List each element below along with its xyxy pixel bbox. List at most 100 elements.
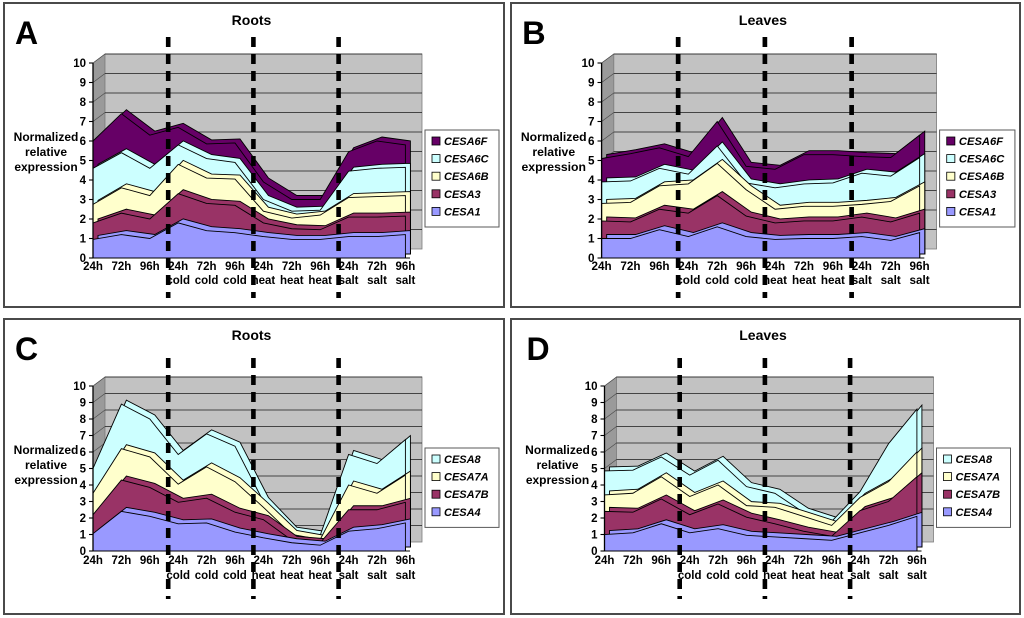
legend-label: CESA6C [959,154,1005,166]
y-axis-title: relative [532,145,575,159]
legend-swatch-CESA4 [431,507,441,517]
y-tick-label: 5 [80,156,87,168]
group-label: salt [879,570,899,582]
group-label: salt [910,274,930,287]
legend-swatch-CESA8 [943,454,952,464]
legend-label: CESA6F [959,136,1003,148]
x-tick-label: 96h [395,555,415,567]
x-tick-label: 96h [310,555,330,567]
y-tick-label: 1 [80,530,87,542]
area-CESA4 [604,515,918,552]
group-label: cold [705,274,729,287]
area-CESA1 [601,226,921,259]
x-tick-label: 24h [168,261,188,273]
group-label: cold [676,274,700,287]
y-tick-label: 9 [588,77,595,90]
group-label: heat [252,275,276,287]
side-wall-gridline [92,409,106,420]
x-tick-label: 96h [395,261,415,273]
y-tick-label: 9 [80,78,86,90]
group-label: cold [734,274,758,287]
side-wall-gridline [604,459,617,469]
y-axis-title: Normalized [521,130,587,144]
legend-swatch-CESA4 [943,507,952,517]
group-label: cold [195,570,219,582]
group-label: salt [367,275,387,287]
y-tick-label: 10 [585,381,598,393]
y-tick-label: 0 [588,252,595,265]
legend-label: CESA6B [959,171,1004,183]
legend-label: CESA4 [956,507,993,519]
x-tick-label: 96h [140,261,160,273]
group-label: heat [308,275,332,287]
x-tick-label: 72h [793,555,813,567]
x-tick-label: 72h [282,261,302,273]
side-wall-gridline [604,376,617,387]
y-tick-label: 8 [80,97,87,109]
y-tick-label: 6 [80,447,86,459]
x-tick-label: 96h [651,555,671,567]
legend-swatch-CESA7B [943,489,952,499]
side-wall-gridline [604,409,617,420]
panel-letter: D [527,331,550,367]
x-tick-label: 96h [225,261,245,273]
x-tick-label: 72h [111,261,131,273]
chart-c-svg: 0 1 2 3 4 5 6 7 8 9 10 24h 72h 96h 24h cold 72h cold 96h co… [14,327,500,599]
side-wall-gridline [92,376,106,387]
panel-d-leaves: 0 1 2 3 4 5 6 7 8 9 10 24h 72h 96h 24h cold 72h cold 96h co… [510,318,1021,615]
legend-label: CESA3 [959,189,997,201]
group-label: heat [308,570,332,582]
group-label: salt [339,275,359,287]
x-tick-label: 72h [282,555,302,567]
group-label: salt [852,274,872,287]
y-tick-label: 4 [80,480,87,492]
y-tick-label: 0 [591,546,597,558]
x-tick-label: 24h [253,261,273,273]
y-tick-label: 2 [591,513,597,525]
legend-label: CESA6F [444,136,488,148]
group-label: cold [678,570,702,582]
side-wall-gridline [601,73,615,83]
y-axis-title: relative [536,458,578,472]
side-wall-gridline [92,393,106,403]
side-wall-gridline [92,112,106,122]
legend-label: CESA7A [956,472,1001,484]
y-tick-label: 6 [588,135,595,148]
x-tick-label: 24h [850,555,870,567]
legend-label: CESA3 [444,189,481,201]
legend-swatch-CESA6C [946,154,956,164]
legend-swatch-CESA3 [946,189,956,199]
group-label: heat [763,570,787,582]
legend-label: CESA6B [444,171,489,183]
group-label: heat [792,274,816,287]
group-label: cold [223,275,247,287]
group-label: salt [367,570,387,582]
panel-c-roots: 0 1 2 3 4 5 6 7 8 9 10 24h 72h 96h 24h cold 72h cold 96h co… [3,318,505,615]
side-wall-gridline [604,393,617,403]
y-axis-title: expression [522,160,586,174]
legend-swatch-CESA6F [946,136,956,146]
legend-swatch-CESA1 [431,206,441,216]
x-tick-label: 72h [708,555,728,567]
side-wall-gridline [92,426,106,436]
side-wall-gridline [604,426,617,436]
panel-letter: B [522,15,546,51]
group-label: cold [735,570,759,582]
x-tick-label: 96h [649,260,669,273]
x-tick-label: 72h [623,555,643,567]
y-axis-title: Normalized [525,443,590,457]
x-tick-label: 24h [592,260,612,273]
y-axis-title: Normalized [14,130,79,144]
group-label: heat [821,274,845,287]
y-tick-label: 7 [80,117,86,129]
area-CESA4 [92,510,406,552]
x-tick-label: 96h [225,555,245,567]
x-tick-label: 24h [339,261,359,273]
panel-letter: A [15,15,38,51]
group-label: cold [706,570,730,582]
panel-a-roots: 0 1 2 3 4 5 6 7 8 9 10 24h 72h 96h 24h cold 72h cold 96h co… [3,2,505,308]
x-tick-label: 72h [367,261,387,273]
group-label: cold [166,570,190,582]
group-label: cold [195,275,219,287]
x-tick-label: 72h [879,555,899,567]
